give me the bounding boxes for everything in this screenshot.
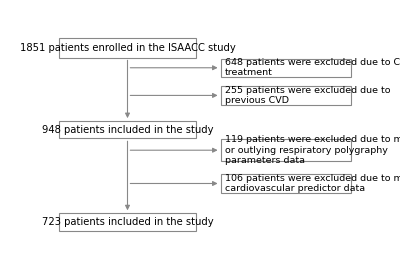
Text: 948 patients included in the study: 948 patients included in the study [42, 125, 213, 135]
Bar [59, 121, 196, 138]
Text: 648 patients were excluded due to CPAP
treatment: 648 patients were excluded due to CPAP t… [225, 58, 400, 77]
Text: 119 patients were excluded due to missing
or outlying respiratory polygraphy
par: 119 patients were excluded due to missin… [225, 135, 400, 165]
Text: 723 patients included in the study: 723 patients included in the study [42, 217, 213, 227]
Bar [220, 139, 351, 161]
Text: 255 patients were excluded due to
previous CVD: 255 patients were excluded due to previo… [225, 86, 391, 105]
Bar [59, 38, 196, 57]
Bar [220, 59, 351, 77]
Text: 1851 patients enrolled in the ISAACC study: 1851 patients enrolled in the ISAACC stu… [20, 43, 235, 53]
Bar [59, 213, 196, 231]
Bar [220, 174, 351, 193]
Bar [220, 86, 351, 105]
Text: 106 patients were excluded due to missing
cardiovascular predictor data: 106 patients were excluded due to missin… [225, 174, 400, 193]
